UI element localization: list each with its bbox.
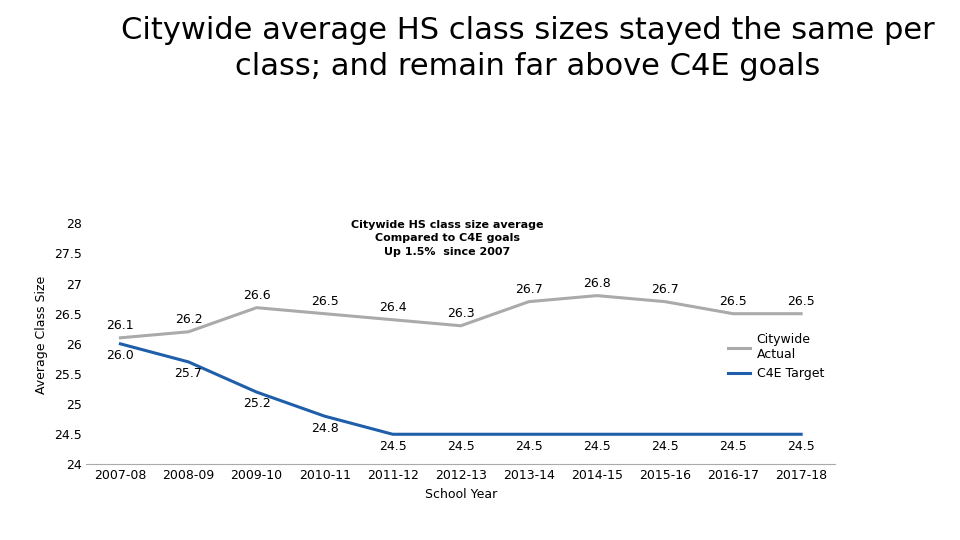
- Text: 24.5: 24.5: [787, 440, 815, 453]
- Text: Citywide average HS class sizes stayed the same per
class; and remain far above : Citywide average HS class sizes stayed t…: [121, 16, 935, 81]
- Text: 26.0: 26.0: [107, 349, 134, 362]
- Text: 24.5: 24.5: [379, 440, 407, 453]
- Text: 24.5: 24.5: [719, 440, 747, 453]
- Text: 25.7: 25.7: [175, 367, 203, 380]
- Text: 24.5: 24.5: [515, 440, 542, 453]
- Text: 24.5: 24.5: [651, 440, 679, 453]
- Text: 26.5: 26.5: [311, 295, 339, 308]
- Text: 25.2: 25.2: [243, 397, 271, 410]
- Text: 26.8: 26.8: [583, 277, 611, 290]
- Text: 26.5: 26.5: [719, 295, 747, 308]
- Text: 24.5: 24.5: [447, 440, 474, 453]
- Y-axis label: Average Class Size: Average Class Size: [36, 276, 48, 394]
- Text: 24.8: 24.8: [311, 422, 339, 435]
- Text: 26.7: 26.7: [515, 283, 542, 296]
- Text: 26.1: 26.1: [107, 319, 134, 333]
- Text: 26.3: 26.3: [447, 307, 474, 320]
- Text: 26.2: 26.2: [175, 313, 203, 326]
- X-axis label: School Year: School Year: [424, 488, 497, 501]
- Text: 24.5: 24.5: [583, 440, 611, 453]
- Text: 26.5: 26.5: [787, 295, 815, 308]
- Text: 26.4: 26.4: [379, 301, 406, 314]
- Text: Citywide HS class size average
Compared to C4E goals
Up 1.5%  since 2007: Citywide HS class size average Compared …: [351, 220, 543, 256]
- Legend: Citywide
Actual, C4E Target: Citywide Actual, C4E Target: [723, 328, 828, 386]
- Text: 26.6: 26.6: [243, 289, 271, 302]
- Text: 26.7: 26.7: [651, 283, 679, 296]
